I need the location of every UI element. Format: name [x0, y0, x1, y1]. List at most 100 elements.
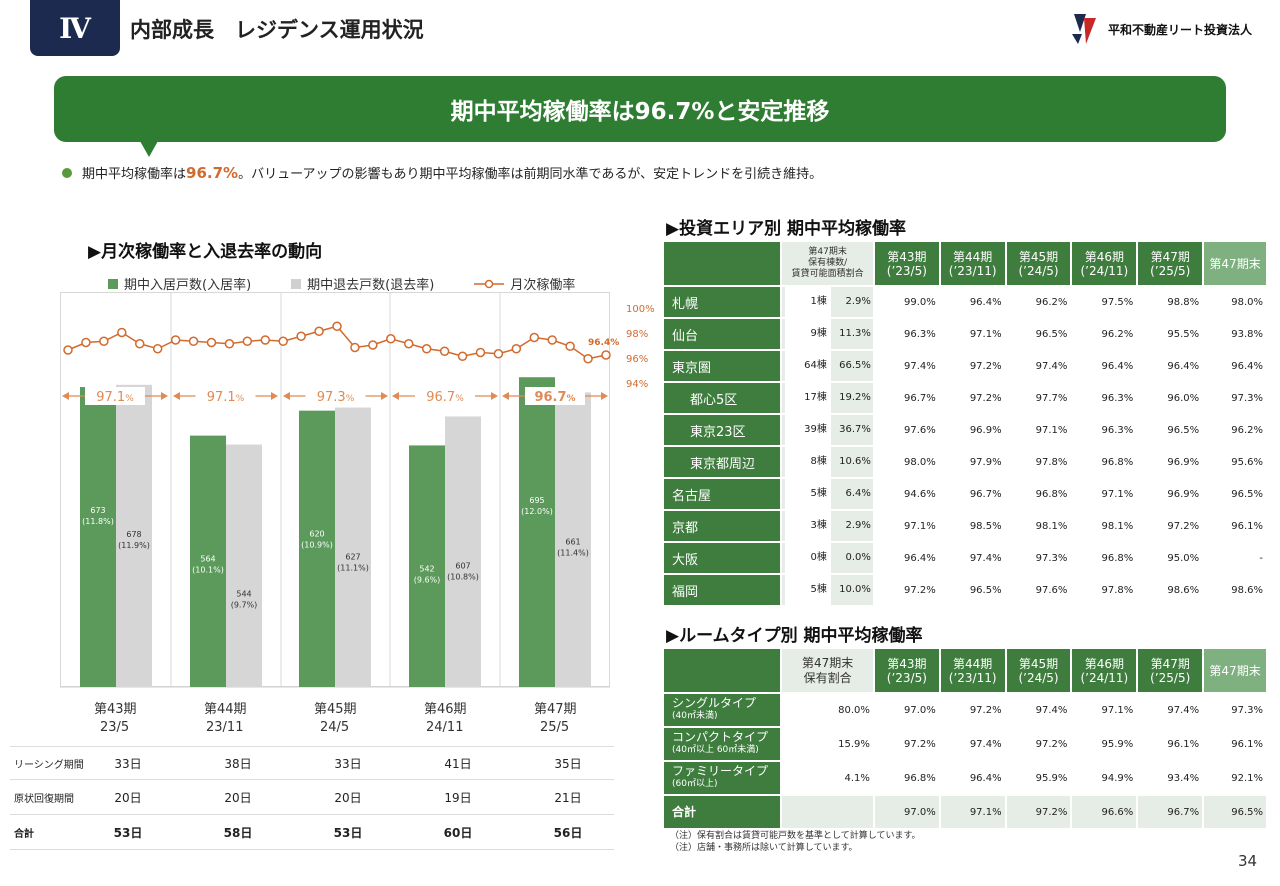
- header-end: 第47期末: [1203, 242, 1268, 287]
- header-period: 第43期 (’23/5): [873, 242, 941, 287]
- avg-arrow-left: [283, 392, 290, 400]
- room-ratio: 80.0%: [781, 693, 875, 728]
- area-row: 東京都周辺 8棟 10.6% 98.0% 97.9% 97.8% 96.8% 96.9% 95.…: [664, 446, 1268, 479]
- building-count: 5棟: [784, 479, 831, 509]
- bar-rate-label: (11.8%): [82, 517, 114, 526]
- rate-cell: 98.8%: [1137, 286, 1205, 319]
- chart-legend: 期中入居戸数(入居率) 期中退去戸数(退去率) 月次稼働率: [108, 274, 575, 293]
- room-type-note: (40㎡未満): [672, 711, 718, 721]
- occupancy-point: [81, 337, 91, 348]
- area-name: 京都: [664, 510, 783, 543]
- logo-icon: [1072, 14, 1096, 44]
- header-period: 第45期 (’24/5): [1005, 242, 1073, 287]
- rate-cell: 96.4%: [1071, 350, 1139, 383]
- room-type-note: (60㎡以上): [672, 779, 718, 789]
- avg-arrow-left: [62, 392, 69, 400]
- rate-cell: 98.0%: [1203, 286, 1268, 319]
- room-type: 合計: [672, 804, 697, 819]
- area-row: 東京圏 64棟 66.5% 97.4% 97.2% 97.4% 96.4% 96.4% 96.4…: [664, 350, 1268, 383]
- occupancy-line: [67, 325, 607, 360]
- rate-cell: 97.4%: [939, 727, 1007, 762]
- room-ratio: 15.9%: [781, 727, 875, 762]
- rate-cell: 95.6%: [1203, 446, 1268, 479]
- bar-value-label: 627: [345, 553, 360, 562]
- rate-cell: 96.4%: [939, 761, 1007, 796]
- rate-cell: 97.2%: [1005, 795, 1073, 830]
- page-title: 内部成長 レジデンス運用状況: [130, 18, 424, 42]
- bar-rate-label: (10.8%): [447, 572, 479, 581]
- area-name: 東京圏: [664, 350, 783, 383]
- occupancy-point: [152, 344, 163, 354]
- room-header-row: 第47期末 保有割合 第43期 (’23/5) 第44期 (’23/11) 第45期 …: [664, 649, 1268, 694]
- rate-cell: 97.0%: [873, 795, 941, 830]
- occupancy-point: [332, 321, 342, 331]
- occupancy-point: [134, 339, 145, 349]
- rate-cell: 97.6%: [873, 414, 941, 447]
- period-date-44: 23/11: [206, 720, 244, 735]
- occupancy-point: [296, 331, 306, 341]
- area-row: 福岡 5棟 10.0% 97.2% 96.5% 97.6% 97.8% 98.6% 98.6%: [664, 574, 1268, 607]
- section-badge: Ⅳ: [30, 0, 120, 56]
- avg-label-bg: [525, 387, 585, 405]
- area-ratio: 66.5%: [839, 360, 871, 371]
- rate-cell: 96.2%: [1203, 414, 1268, 447]
- legend-rate: 月次稼働率: [474, 274, 575, 293]
- area-ratio: 36.7%: [839, 424, 871, 435]
- pct-tick-98: 98%: [626, 329, 649, 340]
- avg-label-bg: [305, 387, 366, 405]
- occupancy-point: [421, 344, 432, 354]
- rate-cell: 97.2%: [939, 382, 1007, 415]
- bar-move-in: [299, 410, 335, 687]
- avg-arrow-left: [392, 392, 399, 400]
- occupancy-chart: 673 (11.8%) 564 (10.1%) 620 (10.9%) 542 (9.6%) 6…: [60, 292, 619, 688]
- room-type-note: (40㎡以上 60㎡未満): [672, 745, 759, 755]
- bar-rate-label: (10.1%): [192, 566, 224, 575]
- rate-cell: 96.8%: [1071, 446, 1139, 479]
- rate-cell: 97.1%: [939, 318, 1007, 351]
- rate-cell: 96.1%: [1203, 510, 1268, 543]
- header-blank: [664, 649, 783, 694]
- avg-arrow-right: [381, 392, 388, 400]
- rate-cell: 96.8%: [1071, 542, 1139, 575]
- occupancy-point: [260, 335, 271, 345]
- avg-rate-label: 96.7%: [534, 390, 575, 405]
- bar-move-in: [190, 435, 226, 687]
- occupancy-point: [583, 354, 593, 364]
- rate-cell: 94.9%: [1071, 761, 1139, 796]
- total-days-row: 合計 53日 58日 53日 60日 56日: [10, 816, 614, 850]
- summary-text: 期中平均稼働率は96.7%。バリューアップの影響もあり期中平均稼働率は前期同水準…: [82, 164, 823, 182]
- bar-rate-label: (9.7%): [231, 601, 258, 610]
- bullet-dot-icon: [62, 167, 72, 178]
- occupancy-point: [350, 342, 360, 353]
- rate-cell: 96.7%: [873, 382, 941, 415]
- room-row: 合計 97.0% 97.1% 97.2% 96.6% 96.7% 96.5%: [664, 795, 1268, 830]
- rate-cell: 96.3%: [873, 318, 941, 351]
- area-row: 名古屋 5棟 6.4% 94.6% 96.7% 96.8% 97.1% 96.9% 96.5%: [664, 478, 1268, 511]
- rate-cell: 97.7%: [1005, 382, 1073, 415]
- room-ratio: 4.1%: [781, 761, 875, 796]
- footnotes: （注）保有割合は賃貸可能戸数を基準として計算しています。 （注）店舗・事務所は除…: [670, 830, 921, 854]
- rate-cell: 97.4%: [1005, 693, 1073, 728]
- rate-cell: 97.3%: [1203, 382, 1268, 415]
- bar-move-out: [226, 444, 262, 687]
- area-ratio: 6.4%: [845, 488, 871, 499]
- rate-cell: 96.3%: [1071, 414, 1139, 447]
- rate-cell: 96.5%: [1203, 795, 1268, 830]
- rate-cell: 96.2%: [1071, 318, 1139, 351]
- rate-cell: 96.9%: [1137, 446, 1205, 479]
- area-row: 都心5区 17棟 19.2% 96.7% 97.2% 97.7% 96.3% 96.0% 97.…: [664, 382, 1268, 415]
- occupancy-point: [278, 336, 288, 346]
- bar-move-in: [80, 387, 116, 687]
- rate-cell: 95.9%: [1071, 727, 1139, 762]
- rate-cell: 96.5%: [1203, 478, 1268, 511]
- occupancy-point: [117, 327, 127, 338]
- rate-cell: 94.6%: [873, 478, 941, 511]
- area-ratio: 10.0%: [839, 584, 871, 595]
- rate-cell: 96.1%: [1203, 727, 1268, 762]
- area-name: 東京都周辺: [664, 446, 783, 479]
- header-end: 第47期末: [1203, 649, 1268, 694]
- room-type: コンパクトタイプ: [672, 730, 769, 744]
- building-count: 9棟: [784, 319, 831, 349]
- occupancy-point: [242, 336, 253, 346]
- footnote-2: （注）店舗・事務所は除いて計算しています。: [670, 843, 858, 853]
